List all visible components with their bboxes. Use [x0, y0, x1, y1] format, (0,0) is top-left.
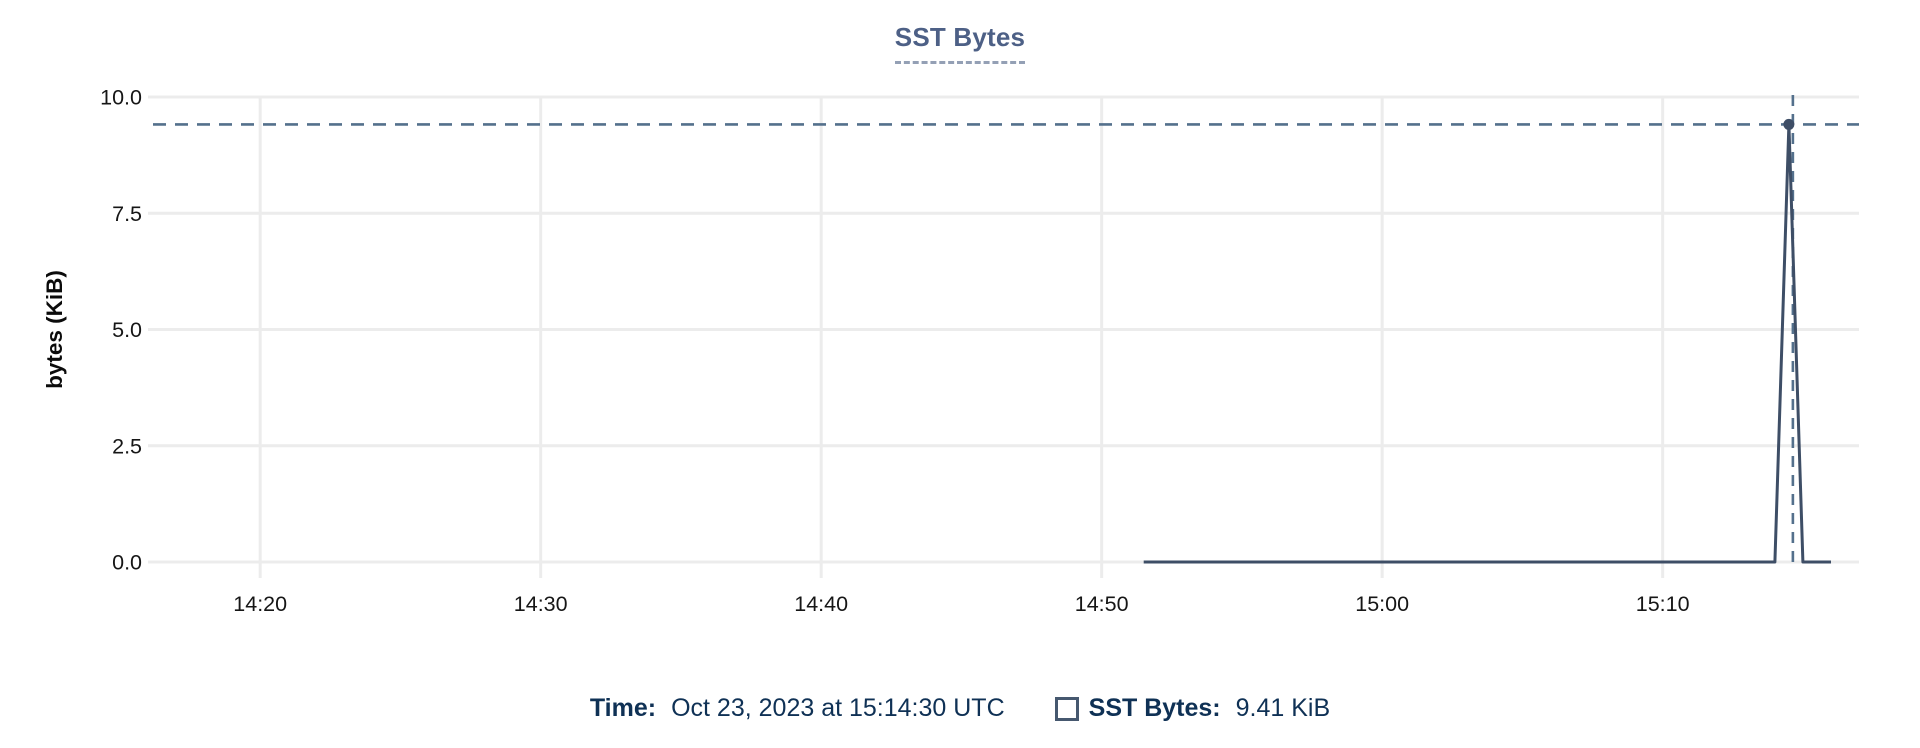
hover-point[interactable] [1783, 118, 1795, 130]
y-tick-label: 7.5 [112, 202, 142, 226]
x-tick-label: 15:00 [1355, 592, 1409, 616]
series-label: SST Bytes: [1088, 694, 1221, 722]
chart-plot-area[interactable]: 0.0 2.5 5.0 7.5 10.0 14:20 14:30 14:40 14:50 15:0… [0, 0, 1920, 672]
legend-item-sst-bytes[interactable]: SST Bytes: 9.41 KiB [1054, 694, 1331, 723]
x-tick-label: 14:50 [1075, 592, 1129, 616]
x-tick-label: 14:40 [794, 592, 848, 616]
chart-title-row: SST Bytes [0, 0, 1920, 64]
series-line-sst-bytes [1143, 122, 1831, 564]
y-tick-label: 2.5 [112, 434, 142, 458]
time-value: Oct 23, 2023 at 15:14:30 UTC [671, 694, 1005, 722]
y-tick-label: 5.0 [112, 318, 142, 342]
chart-title[interactable]: SST Bytes [894, 22, 1026, 64]
y-axis-title: bytes (KiB) [42, 270, 67, 389]
x-tick-label: 14:30 [514, 592, 568, 616]
y-tick-label: 0.0 [112, 551, 142, 575]
hover-time-group: Time: Oct 23, 2023 at 15:14:30 UTC [590, 694, 1005, 723]
x-tick-label: 14:20 [233, 592, 287, 616]
series-value: 9.41 KiB [1235, 694, 1331, 722]
hover-readout-row: Time: Oct 23, 2023 at 15:14:30 UTC SST B… [0, 694, 1920, 723]
y-tick-label: 10.0 [100, 86, 142, 110]
legend-marker-icon [1054, 696, 1079, 721]
x-tick-label: 15:10 [1636, 592, 1690, 616]
time-label: Time: [589, 694, 657, 722]
